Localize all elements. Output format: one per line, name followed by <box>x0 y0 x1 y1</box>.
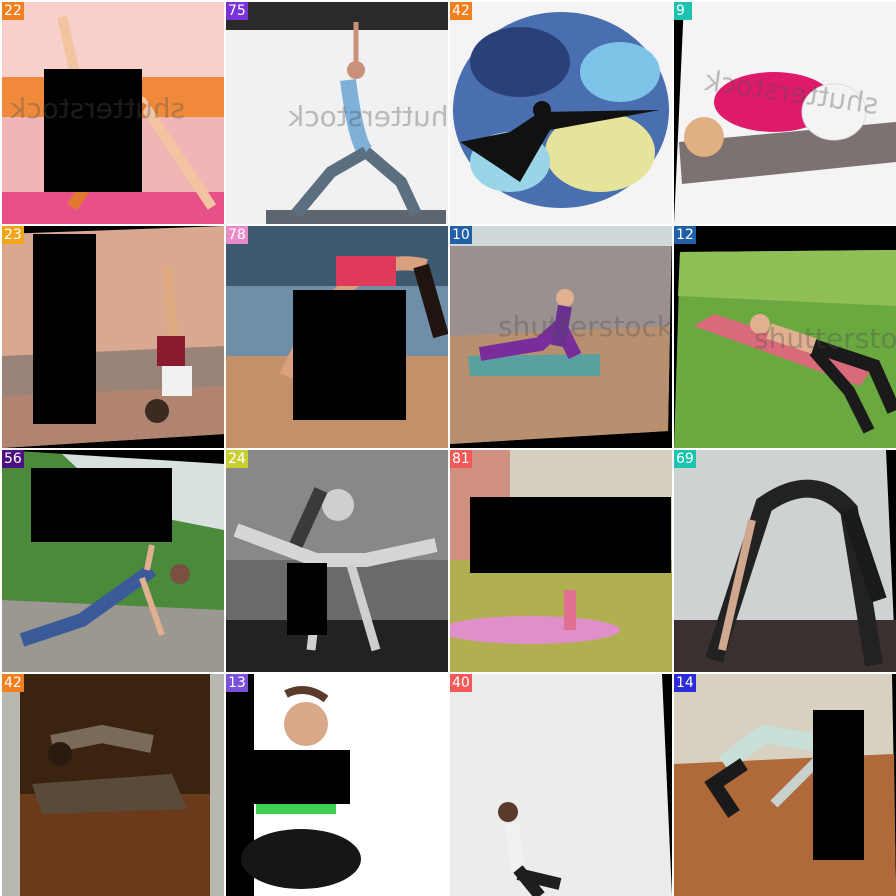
yoga-photo <box>2 2 224 224</box>
tile-number-badge: 13 <box>226 674 248 692</box>
tile-number-badge: 78 <box>226 226 248 244</box>
yoga-illustration <box>450 2 672 224</box>
tile-number-badge: 10 <box>450 226 472 244</box>
tile-number-badge: 69 <box>674 450 696 468</box>
yoga-photo <box>2 226 224 448</box>
yoga-photo <box>674 2 896 224</box>
yoga-photo <box>674 450 896 672</box>
grid-tile[interactable]: 23 <box>2 226 224 448</box>
grid-tile[interactable]: shutterstock 12 <box>674 226 896 448</box>
tile-number-badge: 12 <box>674 226 696 244</box>
grid-tile[interactable]: 40 <box>450 674 672 896</box>
yoga-photo <box>450 226 672 448</box>
yoga-photo <box>450 450 672 672</box>
grid-tile[interactable]: 56 <box>2 450 224 672</box>
grid-tile[interactable]: shutterstock 9 <box>674 2 896 224</box>
grid-tile[interactable]: 42 <box>450 2 672 224</box>
tile-number-badge: 81 <box>450 450 472 468</box>
tile-number-badge: 40 <box>450 674 472 692</box>
tile-number-badge: 22 <box>2 2 24 20</box>
watermark-text: shutterstock <box>288 100 448 133</box>
grid-tile[interactable]: 13 <box>226 674 448 896</box>
yoga-photo <box>226 2 448 224</box>
grid-tile[interactable]: 69 <box>674 450 896 672</box>
grid-tile[interactable]: shutterstock 10 <box>450 226 672 448</box>
tile-number-badge: 42 <box>450 2 472 20</box>
grid-tile[interactable]: shutterstock 75 <box>226 2 448 224</box>
grid-tile[interactable]: 42 <box>2 674 224 896</box>
tile-number-badge: 56 <box>2 450 24 468</box>
tile-number-badge: 24 <box>226 450 248 468</box>
tile-number-badge: 23 <box>2 226 24 244</box>
yoga-photo <box>2 674 224 896</box>
watermark-text: shutterstock <box>10 92 186 125</box>
grid-tile[interactable]: shutterstock 22 <box>2 2 224 224</box>
grid-tile[interactable]: 14 <box>674 674 896 896</box>
tile-number-badge: 75 <box>226 2 248 20</box>
yoga-photo <box>2 450 224 672</box>
yoga-photo <box>450 674 672 896</box>
yoga-photo <box>674 226 896 448</box>
tile-number-badge: 9 <box>674 2 692 20</box>
yoga-photo <box>226 674 448 896</box>
tile-number-badge: 42 <box>2 674 24 692</box>
yoga-photo <box>226 226 448 448</box>
yoga-photo <box>226 450 448 672</box>
tile-number-badge: 14 <box>674 674 696 692</box>
grid-tile[interactable]: 78 <box>226 226 448 448</box>
grid-tile[interactable]: 24 <box>226 450 448 672</box>
watermark-text: shutterstock <box>498 310 672 343</box>
watermark-text: shutterstock <box>754 322 896 355</box>
yoga-photo <box>674 674 896 896</box>
grid-tile[interactable]: 81 <box>450 450 672 672</box>
